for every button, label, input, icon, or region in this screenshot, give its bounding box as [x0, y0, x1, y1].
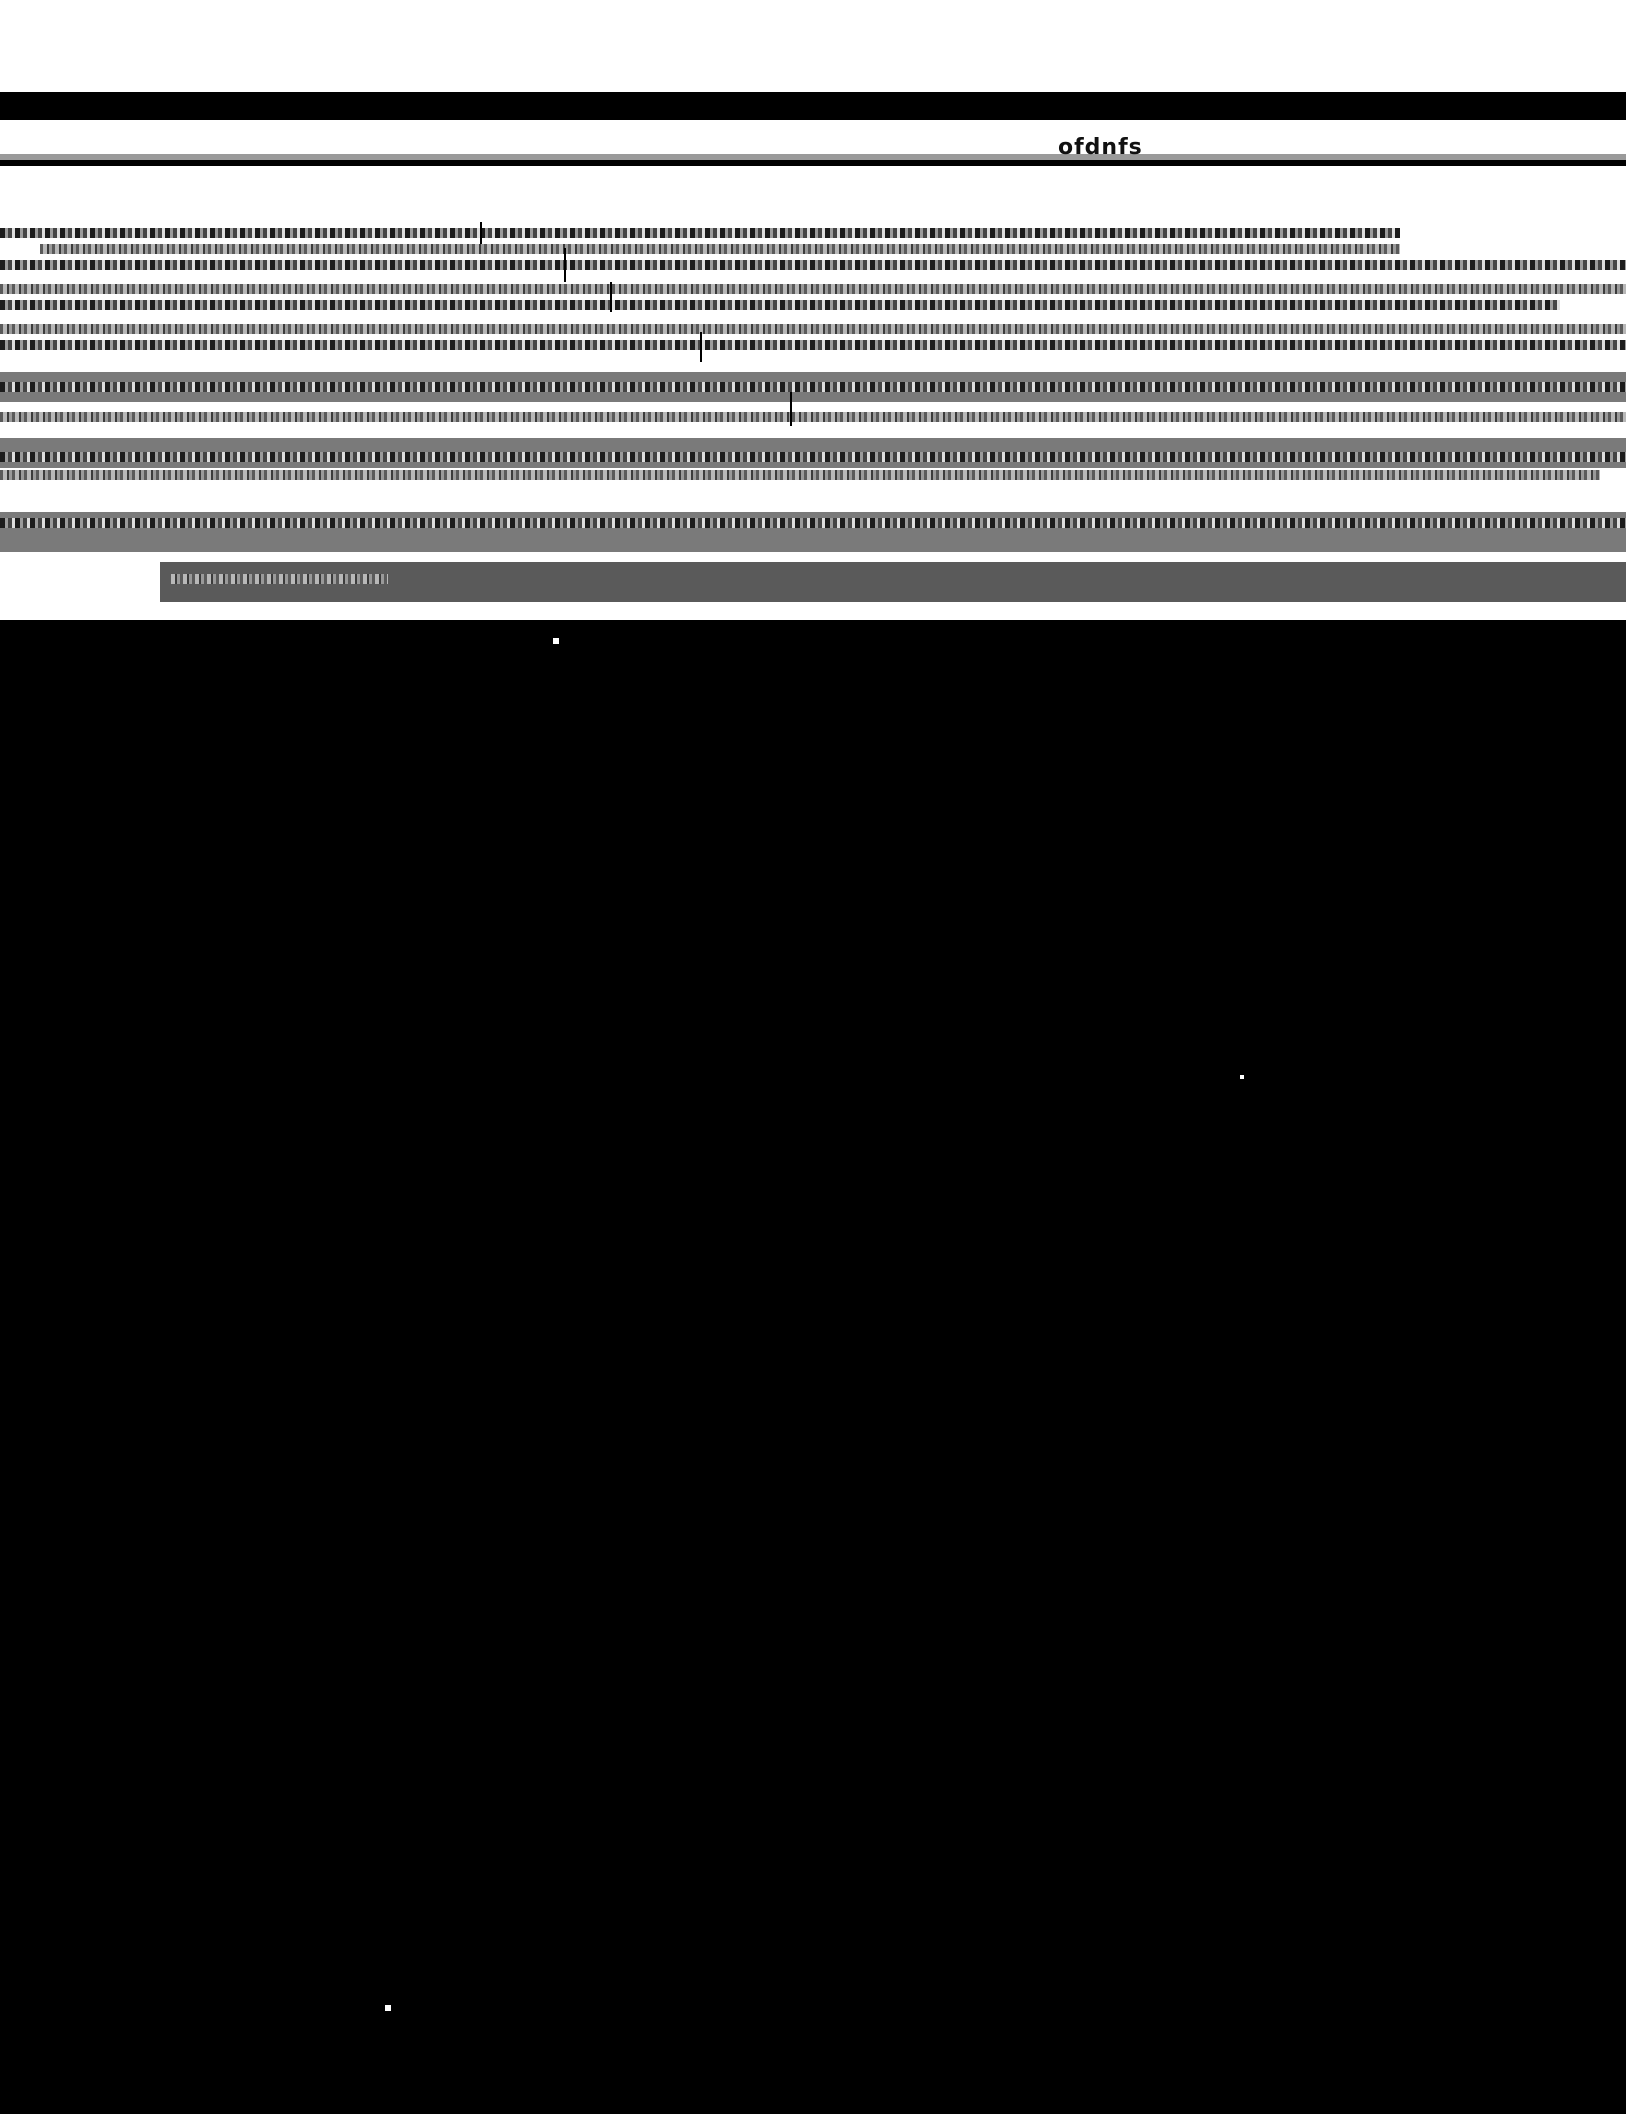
content-row [0, 382, 1626, 392]
content-row [0, 452, 1626, 462]
content-row [0, 324, 1626, 334]
noise-dot [1240, 1075, 1244, 1079]
content-row [0, 340, 1626, 350]
divider-mark [610, 282, 612, 312]
content-row [168, 574, 388, 584]
noise-dot [385, 2005, 391, 2011]
page-title: ofdnfs [1058, 135, 1143, 160]
toolbar-rule [0, 160, 1626, 166]
content-row [0, 284, 1626, 294]
content-row [0, 412, 1626, 422]
content-band [160, 562, 1626, 602]
noise-dot [553, 638, 559, 644]
content-row [40, 244, 1400, 254]
toolbar-divider [0, 154, 1626, 160]
content-row [0, 300, 1560, 310]
divider-mark [564, 248, 566, 282]
top-area [0, 0, 1626, 92]
content-row [0, 228, 1400, 238]
divider-mark [790, 392, 792, 426]
toolbar-strip [0, 120, 1626, 154]
header-bar [0, 92, 1626, 120]
divider-mark [480, 222, 482, 244]
content-row [0, 260, 1626, 270]
blank-strip [0, 166, 1626, 222]
content-area [0, 222, 1626, 620]
divider-mark [700, 332, 702, 362]
content-row [0, 470, 1600, 480]
content-row [0, 518, 1626, 528]
